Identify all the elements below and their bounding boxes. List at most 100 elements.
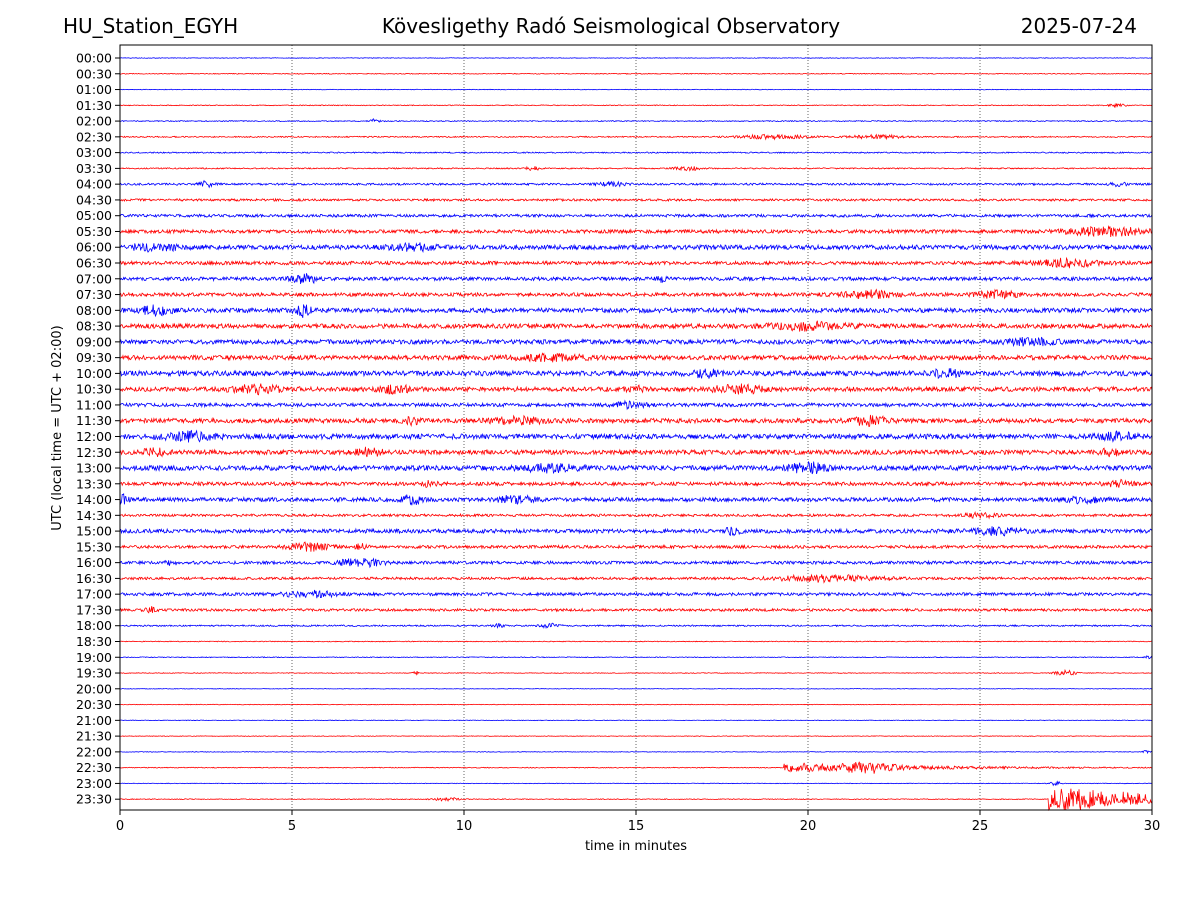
y-tick-label: 12:00 — [76, 429, 112, 444]
trace-1400 — [119, 492, 1153, 506]
trace-1030 — [119, 383, 1153, 396]
y-tick-label: 21:00 — [76, 713, 112, 728]
station-code: HU_Station_EGYH — [63, 14, 239, 38]
y-tick-label: 08:30 — [76, 319, 112, 334]
trace-0800 — [119, 304, 1153, 318]
trace-0330 — [119, 165, 1153, 172]
y-tick-label: 22:00 — [76, 744, 112, 759]
y-tick-label: 19:30 — [76, 666, 112, 681]
y-tick-label: 15:00 — [76, 524, 112, 539]
trace-2200 — [119, 749, 1153, 755]
trace-1130 — [119, 414, 1153, 428]
seismogram-traces — [119, 57, 1153, 812]
trace-2130 — [119, 735, 1153, 737]
trace-1930 — [119, 668, 1153, 676]
y-tick-label: 17:00 — [76, 587, 112, 602]
trace-0200 — [119, 118, 1153, 123]
y-tick-label: 11:30 — [76, 413, 112, 428]
y-tick-label: 03:00 — [76, 145, 112, 160]
trace-0930 — [119, 352, 1153, 363]
trace-0530 — [119, 225, 1153, 238]
y-tick-label: 02:30 — [76, 129, 112, 144]
trace-1900 — [119, 655, 1153, 660]
y-tick-label: 23:00 — [76, 776, 112, 791]
chart-title: Kövesligethy Radó Seismological Observat… — [381, 14, 841, 38]
y-tick-label: 17:30 — [76, 602, 112, 617]
trace-0700 — [119, 273, 1153, 285]
y-tick-label: 19:00 — [76, 650, 112, 665]
y-tick-label: 06:30 — [76, 256, 112, 271]
trace-1830 — [119, 640, 1153, 643]
trace-1430 — [119, 510, 1153, 520]
trace-1800 — [119, 622, 1153, 630]
trace-1730 — [119, 606, 1153, 614]
trace-2300 — [119, 780, 1153, 787]
y-tick-label: 04:00 — [76, 177, 112, 192]
y-tick-label: 21:30 — [76, 729, 112, 744]
y-tick-label: 13:00 — [76, 461, 112, 476]
plot-area — [120, 45, 1152, 810]
y-tick-label: 04:30 — [76, 192, 112, 207]
trace-0230 — [119, 133, 1153, 141]
trace-2000 — [119, 688, 1153, 690]
x-tick-label: 25 — [972, 819, 989, 834]
x-tick-label: 0 — [116, 819, 124, 834]
trace-1630 — [119, 573, 1153, 584]
y-tick-label: 07:00 — [76, 271, 112, 286]
trace-2330 — [119, 788, 1153, 812]
trace-0100 — [119, 88, 1153, 91]
y-tick-label: 18:00 — [76, 618, 112, 633]
y-tick-label: 13:30 — [76, 476, 112, 491]
y-tick-label: 09:30 — [76, 350, 112, 365]
x-tick-label: 15 — [628, 819, 645, 834]
trace-0630 — [119, 256, 1153, 269]
y-tick-label: 01:00 — [76, 82, 112, 97]
trace-1230 — [119, 446, 1153, 458]
trace-0730 — [119, 288, 1153, 300]
y-axis-label: UTC (local time = UTC + 02:00) — [50, 325, 65, 530]
y-tick-label: 10:30 — [76, 382, 112, 397]
y-tick-label: 14:00 — [76, 492, 112, 507]
x-axis-ticks: 0 5 10 15 20 25 30 — [116, 810, 1160, 834]
y-axis-ticks: 00:0000:3001:0001:3002:0002:3003:0003:30… — [76, 51, 120, 807]
trace-0600 — [119, 241, 1153, 254]
trace-0430 — [119, 197, 1153, 203]
y-tick-label: 05:30 — [76, 224, 112, 239]
y-tick-label: 01:30 — [76, 98, 112, 113]
trace-2100 — [119, 719, 1153, 722]
trace-0030 — [119, 72, 1153, 75]
y-tick-label: 10:00 — [76, 366, 112, 381]
y-tick-label: 16:00 — [76, 555, 112, 570]
trace-1000 — [119, 368, 1153, 379]
y-tick-label: 00:00 — [76, 51, 112, 66]
y-tick-label: 18:30 — [76, 634, 112, 649]
trace-0900 — [119, 336, 1153, 348]
trace-0000 — [119, 57, 1153, 59]
trace-0130 — [119, 102, 1153, 109]
y-tick-label: 23:30 — [76, 792, 112, 807]
x-tick-label: 30 — [1144, 819, 1161, 834]
y-tick-label: 07:30 — [76, 287, 112, 302]
y-tick-label: 09:00 — [76, 334, 112, 349]
chart-date: 2025-07-24 — [1020, 14, 1137, 38]
y-tick-label: 02:00 — [76, 114, 112, 129]
trace-1300 — [119, 461, 1153, 475]
y-tick-label: 15:30 — [76, 539, 112, 554]
y-tick-label: 05:00 — [76, 208, 112, 223]
y-tick-label: 16:30 — [76, 571, 112, 586]
trace-0830 — [119, 320, 1153, 333]
x-tick-label: 5 — [288, 819, 296, 834]
trace-1200 — [119, 429, 1153, 443]
x-tick-label: 20 — [800, 819, 817, 834]
y-tick-label: 14:30 — [76, 508, 112, 523]
y-tick-label: 03:30 — [76, 161, 112, 176]
trace-0300 — [119, 151, 1153, 154]
trace-0400 — [119, 179, 1153, 189]
trace-1700 — [119, 589, 1153, 599]
trace-1530 — [119, 541, 1153, 552]
y-tick-label: 22:30 — [76, 760, 112, 775]
x-axis-label: time in minutes — [585, 839, 687, 854]
y-tick-label: 06:00 — [76, 240, 112, 255]
y-tick-label: 20:00 — [76, 681, 112, 696]
